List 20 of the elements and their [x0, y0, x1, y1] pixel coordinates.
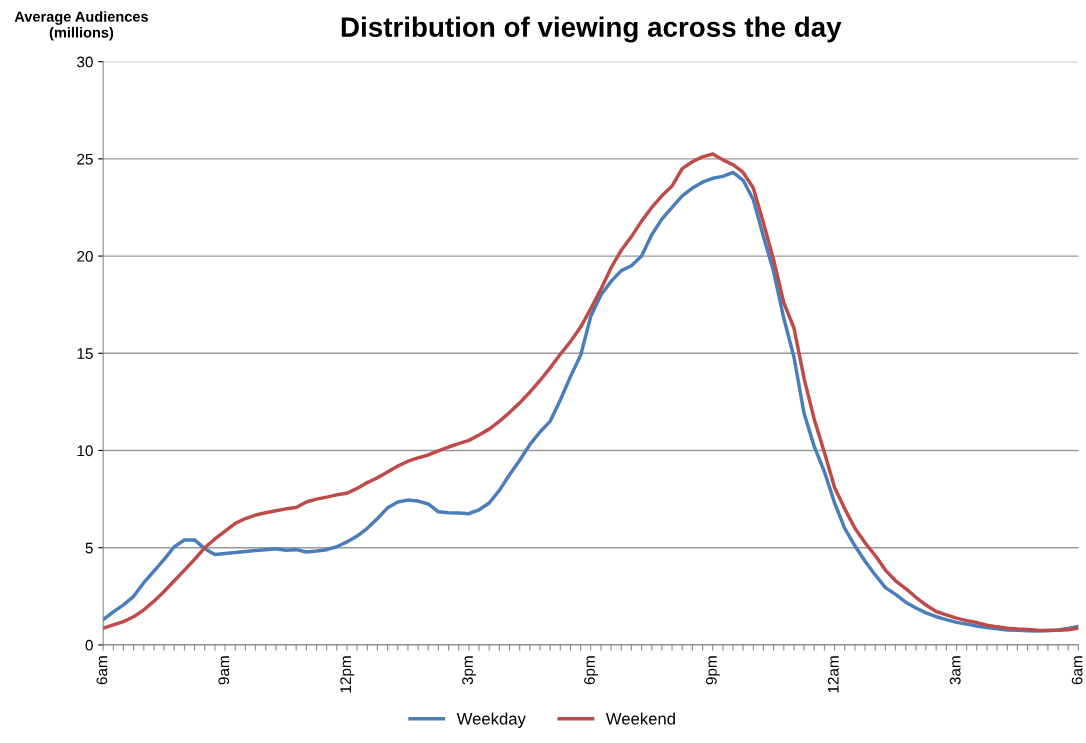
y-tick-label: 25 — [77, 153, 93, 165]
legend-label: Weekday — [456, 712, 526, 728]
x-tick-label: 3pm — [462, 656, 476, 685]
y-axis-title: Average Audiences (millions) — [14, 11, 148, 41]
y-tick-label: 0 — [85, 639, 93, 651]
x-tick-label: 6am — [1071, 656, 1083, 685]
x-tick-label: 9pm — [705, 656, 720, 685]
chart-title: Distribution of viewing across the day — [341, 16, 842, 43]
x-tick-label: 12pm — [340, 656, 355, 693]
y-tick-label: 10 — [77, 445, 93, 457]
x-tick-label: 6pm — [584, 656, 598, 685]
x-tick-label: 6am — [96, 656, 108, 685]
x-tick-label: 3am — [949, 656, 961, 685]
y-tick-label: 5 — [85, 542, 93, 554]
x-tick-label: 12am — [827, 656, 839, 693]
y-tick-label: 30 — [77, 56, 93, 68]
y-tick-label: 15 — [77, 348, 93, 359]
y-tick-label: 20 — [77, 250, 93, 262]
legend-label: Weekend — [605, 712, 675, 725]
x-tick-label: 9am — [218, 656, 230, 685]
